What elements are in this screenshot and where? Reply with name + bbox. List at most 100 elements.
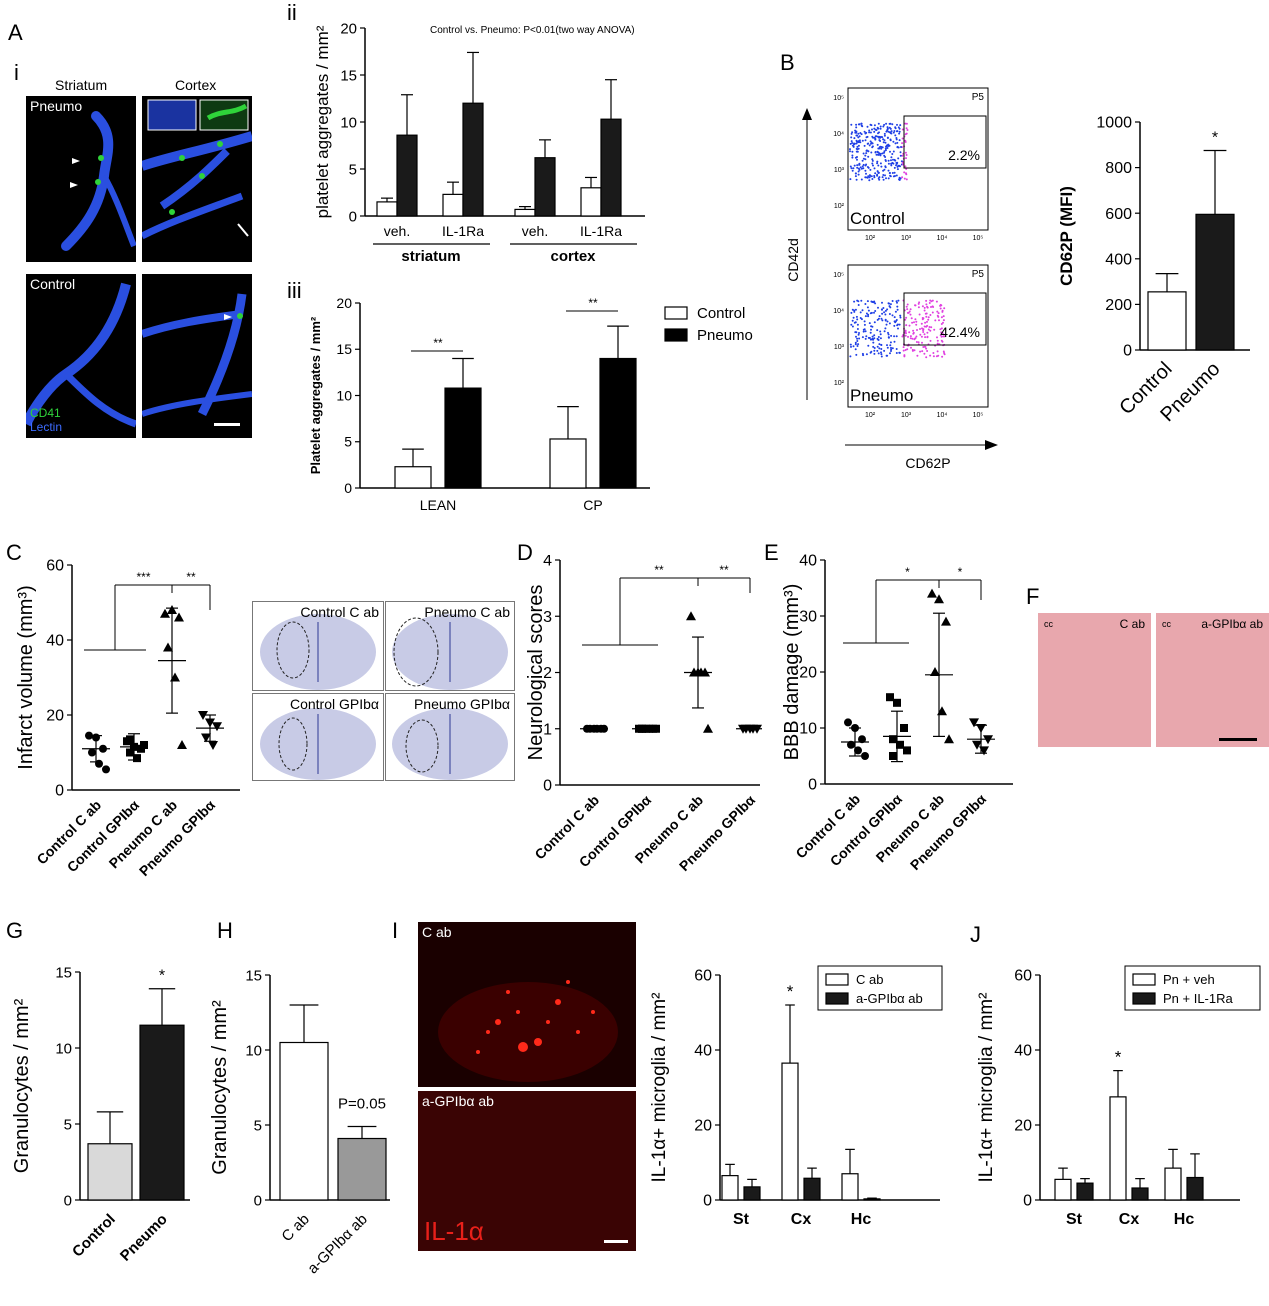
bar: [279, 1041, 329, 1201]
event-dot: [898, 176, 901, 179]
data-point: [140, 741, 148, 749]
y-tick-label: 30: [799, 609, 817, 626]
event-dot: [926, 350, 929, 352]
event-dot: [859, 317, 862, 319]
event-dot: [883, 349, 886, 352]
vessel-drawing: [142, 293, 252, 417]
legend-swatch: [1132, 973, 1156, 986]
event-dot: [907, 311, 910, 314]
event-dot: [849, 150, 851, 153]
event-dot: [851, 169, 854, 172]
event-dot: [878, 176, 881, 179]
legend-swatch: [825, 992, 849, 1005]
panel-letter-g: G: [6, 918, 24, 943]
event-dot: [851, 150, 854, 153]
event-dot: [886, 126, 889, 129]
vessel-drawing: [61, 111, 136, 251]
event-dot: [851, 308, 854, 311]
event-dot: [868, 131, 871, 134]
event-dot: [927, 328, 930, 331]
event-dot: [923, 333, 926, 336]
y-tick-label: 600: [1105, 206, 1132, 223]
event-dot: [881, 312, 884, 315]
event-dot: [856, 323, 859, 326]
bar: [1076, 1182, 1094, 1201]
y-tick-label: 0: [254, 1192, 262, 1209]
event-dot: [854, 129, 857, 132]
event-dot: [883, 139, 886, 142]
event-dot: [889, 303, 892, 306]
event-dot: [873, 334, 876, 337]
event-dot: [869, 312, 872, 315]
y-tick-label: 10: [245, 1042, 262, 1059]
event-dot: [936, 342, 939, 345]
event-dot: [900, 146, 902, 148]
event-dot: [874, 302, 877, 305]
event-dot: [876, 349, 879, 352]
event-dot: [939, 328, 942, 331]
flow-cytometry: CD42d CD62P P5 2.2% Control 10⁵ 10⁴ 10³ 10² 10² 10…: [785, 87, 998, 470]
legend-swatch: [1132, 992, 1156, 1005]
event-dot: [925, 315, 928, 318]
y-tick-label: 0: [703, 1193, 712, 1210]
event-dot: [891, 300, 894, 302]
event-dot: [889, 306, 892, 309]
x-arrow-head: [985, 440, 998, 450]
event-dot: [923, 309, 926, 312]
event-dot: [851, 325, 854, 328]
event-dot: [862, 167, 865, 170]
event-dot: [861, 336, 864, 339]
event-dot: [886, 354, 889, 357]
event-dot: [858, 168, 861, 171]
event-dot: [887, 169, 890, 172]
event-dot: [930, 306, 932, 308]
brain-caption: Pneumo C ab: [424, 604, 510, 620]
event-dot: [863, 320, 866, 323]
y-tick-label: 60: [46, 558, 64, 575]
event-dot: [896, 301, 898, 304]
y-tick-label: 1: [543, 721, 552, 738]
flow-y-label: CD42d: [785, 238, 801, 282]
event-dot: [865, 131, 868, 134]
x-tick-label: CP: [583, 497, 602, 513]
y-tick-label: 0: [1023, 1193, 1032, 1210]
event-dot: [853, 142, 855, 145]
event-dot: [922, 331, 925, 333]
event-dot: [933, 328, 936, 331]
flow-x-tick: 10²: [865, 235, 876, 242]
brain-section-pneumo-gpib: Pneumo GPIbα: [385, 693, 515, 781]
event-dot: [851, 319, 854, 322]
bar: [600, 118, 622, 217]
y-tick-label: 5: [344, 434, 352, 450]
event-dot: [897, 327, 899, 330]
event-dot: [876, 329, 879, 332]
event-dot: [876, 162, 879, 165]
event-dot: [926, 320, 928, 323]
event-dot: [897, 299, 900, 302]
event-dot: [927, 318, 930, 321]
data-point: [126, 735, 134, 744]
data-point: [201, 733, 211, 743]
event-dot: [850, 132, 853, 135]
event-dot: [863, 328, 866, 331]
event-dot: [934, 319, 937, 322]
event-dot: [864, 315, 867, 318]
event-dot: [936, 310, 939, 313]
event-dot: [942, 335, 945, 338]
y-axis-label: Platelet aggregates / mm²: [308, 316, 323, 474]
chart-a-iii: 0 5 10 15 20 Platelet aggregates / mm² LEAN ** C…: [308, 295, 753, 513]
event-dot: [871, 145, 874, 148]
significance-marker: *: [787, 982, 794, 1001]
event-dot: [890, 346, 892, 349]
event-dot: [915, 335, 918, 338]
event-dot: [858, 162, 861, 165]
event-dot: [896, 141, 899, 144]
event-dot: [899, 316, 902, 319]
event-dot: [878, 147, 881, 150]
event-dot: [884, 149, 887, 152]
event-dot: [875, 129, 878, 131]
event-dot: [941, 355, 944, 358]
event-dot: [921, 327, 923, 330]
event-dot: [893, 171, 896, 174]
event-dot: [893, 340, 896, 343]
